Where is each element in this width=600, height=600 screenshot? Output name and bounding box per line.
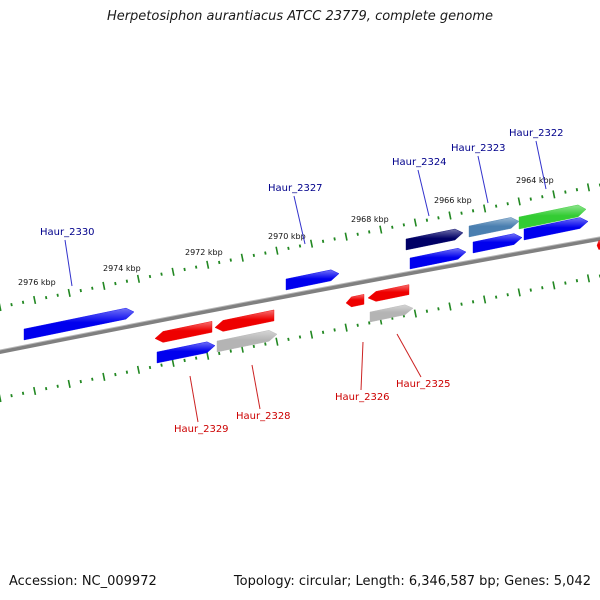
tick-ring-inner: [0, 274, 600, 403]
gene-label[interactable]: Haur_2325: [396, 379, 451, 390]
topology-label: Topology: circular; Length: 6,346,587 bp…: [233, 574, 591, 589]
gene-arrow[interactable]: [468, 217, 520, 238]
gene-arrow[interactable]: [345, 294, 365, 308]
gene-arrow[interactable]: [405, 228, 464, 251]
tick-label: 2974 kbp: [103, 264, 141, 273]
gene-leader-line: [64, 239, 73, 287]
tick-label: 2970 kbp: [268, 232, 306, 241]
gene-arrow[interactable]: [596, 240, 600, 250]
tick-label: 2972 kbp: [185, 248, 223, 257]
gene-arrow[interactable]: [518, 204, 587, 230]
genome-backbone-highlight: [0, 236, 600, 351]
tick-label: 2968 kbp: [351, 215, 389, 224]
feature-arrow[interactable]: [409, 247, 467, 270]
gene-arrow[interactable]: [285, 269, 340, 291]
gene-leader-line: [360, 341, 364, 391]
gene-label[interactable]: Haur_2327: [268, 183, 323, 194]
genome-title: Herpetosiphon aurantiacus ATCC 23779, co…: [106, 9, 494, 24]
gene-arrow[interactable]: [154, 321, 213, 343]
feature-arrow[interactable]: [369, 304, 414, 323]
gene-label[interactable]: Haur_2323: [451, 143, 506, 154]
gene-leader-line: [251, 364, 261, 410]
gene-label[interactable]: Haur_2322: [509, 128, 564, 139]
gene-label[interactable]: Haur_2330: [40, 227, 95, 238]
feature-arrow[interactable]: [156, 341, 216, 364]
gene-leader-line: [293, 195, 306, 245]
gene-leader-line: [417, 169, 430, 217]
gene-arrow[interactable]: [23, 307, 135, 341]
gene-arrow[interactable]: [214, 309, 275, 332]
tick-label: 2966 kbp: [434, 196, 472, 205]
gene-leader-line: [189, 375, 199, 423]
genome-backbone: [0, 236, 600, 355]
tick-label: 2964 kbp: [516, 176, 554, 185]
gene-leader-line: [535, 140, 547, 190]
feature-arrow[interactable]: [216, 330, 278, 353]
tick-label: 2976 kbp: [18, 278, 56, 287]
gene-leader-line: [396, 333, 422, 378]
feature-arrow[interactable]: [523, 217, 589, 241]
gene-label[interactable]: Haur_2326: [335, 392, 390, 403]
gene-label[interactable]: Haur_2324: [392, 157, 447, 168]
tick-ring-outer: [0, 183, 600, 312]
gene-label[interactable]: Haur_2329: [174, 424, 229, 435]
gene-arrow[interactable]: [367, 284, 410, 302]
gene-label[interactable]: Haur_2328: [236, 411, 291, 422]
feature-arrow[interactable]: [472, 233, 523, 254]
gene-leader-line: [477, 155, 489, 204]
accession-label: Accession: NC_009972: [9, 574, 157, 589]
